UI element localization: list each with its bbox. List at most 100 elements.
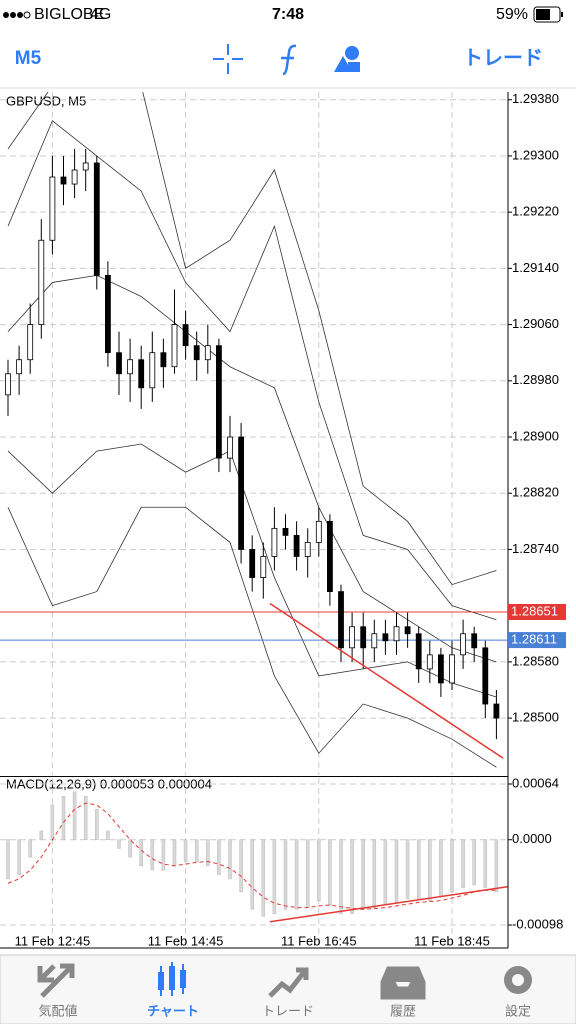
tab-label[interactable]: チャート — [147, 1003, 199, 1018]
macd-bar — [28, 839, 32, 858]
candle-body — [437, 654, 444, 684]
macd-bar — [83, 795, 88, 840]
macd-bar — [217, 839, 221, 875]
battery-icon — [533, 6, 563, 23]
macd-bar — [472, 839, 476, 886]
macd-bar — [461, 839, 465, 888]
candle-body — [304, 542, 311, 557]
macd-bar — [139, 839, 143, 867]
x-tick-label: 11 Feb 12:45 — [15, 933, 91, 948]
candle-body — [149, 352, 156, 389]
macd-bar — [72, 791, 77, 840]
candle-body — [160, 352, 167, 368]
macd-bar — [294, 839, 299, 910]
macd-bar — [439, 839, 443, 897]
macd-title: MACD(12,26,9) 0.000053 0.000004 — [6, 776, 212, 791]
candle-body — [471, 633, 478, 649]
y-tick-label: 1.29220 — [512, 204, 559, 219]
macd-bar — [161, 839, 166, 871]
macd-bar — [339, 839, 343, 914]
network: 4G — [90, 6, 111, 23]
x-tick-label: 11 Feb 18:45 — [414, 933, 490, 948]
macd-bar — [194, 839, 199, 862]
candle-body — [360, 626, 367, 649]
macd-bar — [483, 839, 488, 888]
candle-body — [71, 169, 78, 185]
macd-bar — [17, 839, 21, 875]
trade-button[interactable]: トレード — [463, 47, 543, 69]
indicator-button[interactable] — [281, 44, 297, 76]
candle-body — [116, 352, 122, 375]
candle-body — [482, 647, 489, 705]
candle-body — [404, 626, 411, 635]
macd-bar — [228, 839, 232, 880]
candle-body — [60, 176, 67, 185]
macd-bar — [39, 830, 44, 840]
tab-label[interactable]: 履歴 — [390, 1003, 416, 1018]
candle-body — [127, 359, 133, 375]
candle-body — [349, 626, 356, 649]
macd-bar — [128, 839, 132, 858]
battery-level: 59% — [496, 6, 528, 23]
candle-body — [182, 324, 189, 347]
candle-body — [171, 324, 178, 368]
macd-bar — [150, 839, 155, 871]
candle-body — [338, 591, 344, 649]
signal-dots — [3, 11, 31, 19]
macd-bar — [361, 839, 365, 910]
y-tick-label: 1.28980 — [512, 372, 559, 387]
macd-bar — [450, 839, 454, 893]
macd-bar — [250, 839, 254, 910]
macd-bar — [261, 839, 266, 917]
candle-body — [271, 527, 278, 557]
macd-bar — [206, 839, 210, 867]
band-line — [7, 506, 497, 768]
crosshair-button[interactable] — [213, 44, 243, 74]
candle-body — [393, 626, 400, 642]
macd-bar — [283, 839, 288, 910]
candle-body — [27, 324, 34, 361]
candle-body — [16, 359, 23, 375]
candle-body — [282, 527, 289, 536]
price-label-box — [508, 603, 566, 620]
chart-icon — [158, 962, 186, 996]
candle-body — [38, 239, 45, 325]
candle-body — [260, 556, 267, 578]
band-line — [7, 274, 497, 663]
chart-title: GBPUSD, M5 — [6, 93, 86, 108]
quotes-icon — [37, 963, 75, 998]
y-tick-label: -0.00098 — [512, 916, 563, 931]
macd-bar — [106, 830, 110, 840]
macd-bar — [6, 839, 10, 880]
trend-line — [269, 602, 504, 759]
macd-bar — [239, 839, 243, 893]
timeframe-button[interactable]: M5 — [15, 48, 42, 69]
macd-bar — [394, 839, 399, 903]
tab-label[interactable]: 設定 — [505, 1003, 531, 1018]
candle-body — [5, 373, 11, 396]
carrier: BIGLOBE — [34, 6, 104, 23]
candle-body — [93, 162, 100, 276]
y-tick-label: 1.29300 — [512, 147, 559, 162]
tab-label[interactable]: トレード — [262, 1003, 314, 1018]
band-line — [7, 92, 497, 586]
price-pane — [0, 92, 508, 775]
macd-bar — [317, 839, 321, 901]
x-tick-label: 11 Feb 14:45 — [148, 933, 224, 948]
band-line — [7, 120, 497, 621]
y-tick-label: 1.28900 — [512, 428, 559, 443]
objects-button[interactable] — [334, 46, 360, 72]
macd-bar — [61, 795, 66, 840]
macd-bar — [383, 839, 388, 906]
macd-bar — [117, 839, 121, 849]
macd-bar — [305, 839, 310, 908]
price-label-box — [508, 632, 566, 649]
candle-body — [249, 549, 256, 578]
macd-bar — [372, 839, 377, 908]
candle-body — [105, 274, 111, 354]
y-tick-label: 0.0000 — [512, 831, 552, 846]
tab-label[interactable]: 気配値 — [38, 1003, 77, 1018]
candle-body — [326, 520, 333, 593]
y-tick-label: 1.28740 — [512, 541, 559, 556]
